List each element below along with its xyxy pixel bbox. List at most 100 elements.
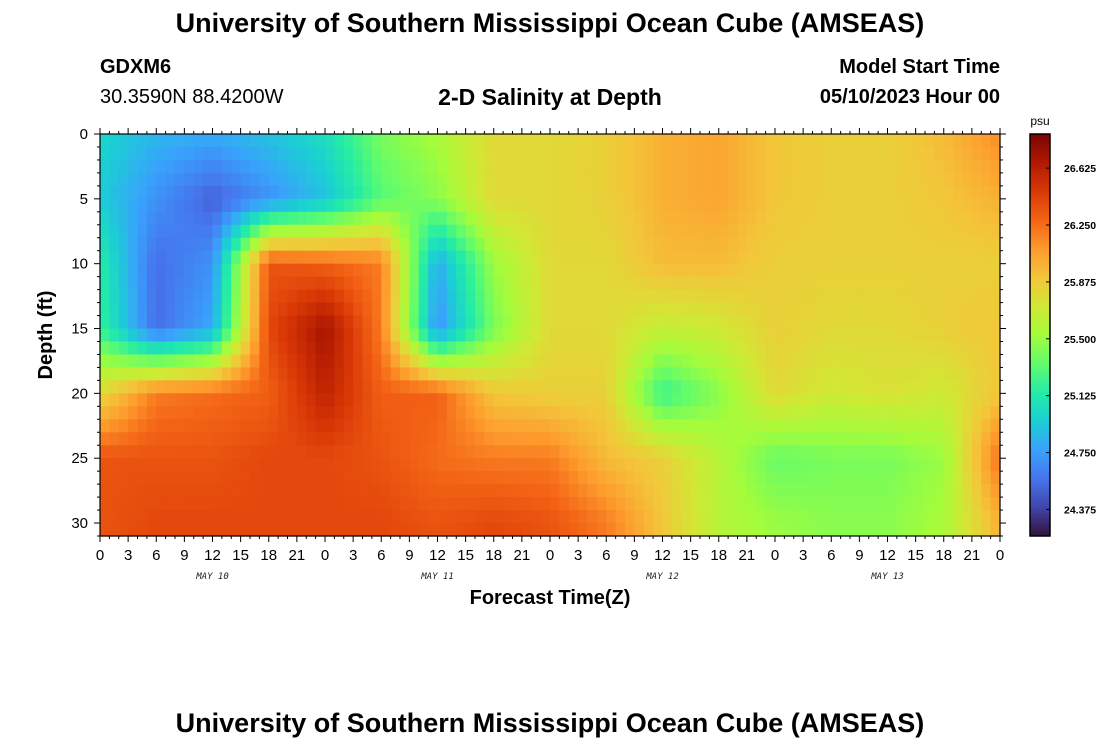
heatmap-cell (821, 354, 832, 369)
heatmap-cell (418, 497, 429, 511)
heatmap-cell (962, 341, 973, 356)
heatmap-cell (831, 393, 842, 407)
heatmap-cell (287, 458, 298, 472)
heatmap-cell (821, 185, 832, 200)
heatmap-cell (690, 354, 701, 369)
heatmap-cell (775, 458, 785, 472)
heatmap-cell (587, 263, 598, 278)
heatmap-cell (118, 315, 129, 330)
heatmap-cell (681, 134, 692, 148)
heatmap-cell (971, 224, 982, 239)
x-tick-label: 18 (260, 547, 277, 564)
heatmap-cell (821, 250, 832, 265)
heatmap-cell (596, 523, 607, 537)
heatmap-cell (934, 134, 945, 148)
heatmap-cell (418, 393, 429, 407)
heatmap-cell (184, 484, 195, 498)
heatmap-cell (690, 315, 701, 330)
day-label: MAY 10 (195, 572, 229, 582)
heatmap-cell (896, 328, 907, 343)
heatmap-cell (212, 289, 223, 304)
heatmap-cell (784, 393, 795, 407)
heatmap-cell (531, 367, 542, 381)
heatmap-cell (362, 510, 373, 524)
heatmap-cell (503, 185, 514, 200)
heatmap-cell (531, 445, 542, 459)
heatmap-cell (831, 419, 842, 433)
heatmap-cell (971, 250, 982, 265)
heatmap-cell (175, 198, 185, 213)
heatmap-cell (118, 510, 129, 524)
heatmap-cell (559, 393, 570, 407)
heatmap-cell (793, 211, 804, 226)
heatmap-cell (896, 523, 907, 537)
heatmap-cell (615, 263, 626, 278)
heatmap-cell (803, 367, 814, 381)
heatmap-cell (437, 134, 448, 148)
heatmap-cell (493, 237, 504, 252)
heatmap-cell (456, 393, 467, 407)
heatmap-cell (634, 172, 645, 187)
heatmap-cell (165, 224, 176, 239)
heatmap-cell (784, 134, 795, 148)
heatmap-cell (446, 263, 457, 278)
heatmap-cell (250, 354, 260, 369)
heatmap-cell (296, 146, 307, 161)
heatmap-cell (137, 484, 148, 498)
heatmap-cell (184, 523, 195, 537)
heatmap-cell (353, 185, 364, 200)
heatmap-cell (653, 497, 664, 511)
heatmap-cell (156, 302, 167, 317)
heatmap-cell (334, 484, 345, 498)
heatmap-cell (109, 432, 120, 446)
heatmap-cell (343, 276, 354, 291)
heatmap-cell (578, 237, 589, 252)
heatmap-cell (503, 159, 514, 174)
heatmap-cell (671, 185, 682, 200)
heatmap-cell (193, 458, 204, 472)
heatmap-cell (278, 198, 289, 213)
heatmap-cell (109, 159, 120, 174)
heatmap-cell (137, 134, 148, 148)
heatmap-cell (334, 445, 345, 459)
heatmap-cell (100, 134, 110, 148)
heatmap-cell (709, 146, 720, 161)
heatmap-cell (634, 510, 645, 524)
heatmap-cell (231, 510, 242, 524)
heatmap-cell (493, 484, 504, 498)
heatmap-cell (878, 250, 889, 265)
heatmap-cell (456, 471, 467, 485)
heatmap-cell (831, 224, 842, 239)
heatmap-cell (540, 419, 551, 433)
heatmap-cell (353, 510, 364, 524)
heatmap-cell (418, 289, 429, 304)
heatmap-cell (812, 523, 823, 537)
heatmap-cell (240, 315, 251, 330)
heatmap-cell (484, 263, 495, 278)
heatmap-cell (662, 341, 673, 356)
heatmap-cell (437, 146, 448, 161)
heatmap-cell (859, 419, 870, 433)
heatmap-cell (634, 134, 645, 148)
heatmap-cell (709, 393, 720, 407)
heatmap-cell (896, 393, 907, 407)
heatmap-cell (606, 419, 617, 433)
heatmap-cell (718, 328, 729, 343)
heatmap-cell (521, 432, 532, 446)
heatmap-cell (850, 328, 860, 343)
heatmap-cell (953, 263, 964, 278)
heatmap-cell (521, 211, 532, 226)
heatmap-cell (381, 146, 392, 161)
heatmap-cell (550, 250, 560, 265)
heatmap-cell (250, 341, 260, 356)
heatmap-cell (625, 445, 635, 459)
heatmap-cell (428, 224, 439, 239)
heatmap-cell (400, 484, 410, 498)
heatmap-cell (953, 419, 964, 433)
heatmap-cell (475, 263, 485, 278)
heatmap-cell (428, 134, 439, 148)
heatmap-cell (250, 250, 260, 265)
heatmap-cell (371, 211, 382, 226)
heatmap-cell (418, 315, 429, 330)
